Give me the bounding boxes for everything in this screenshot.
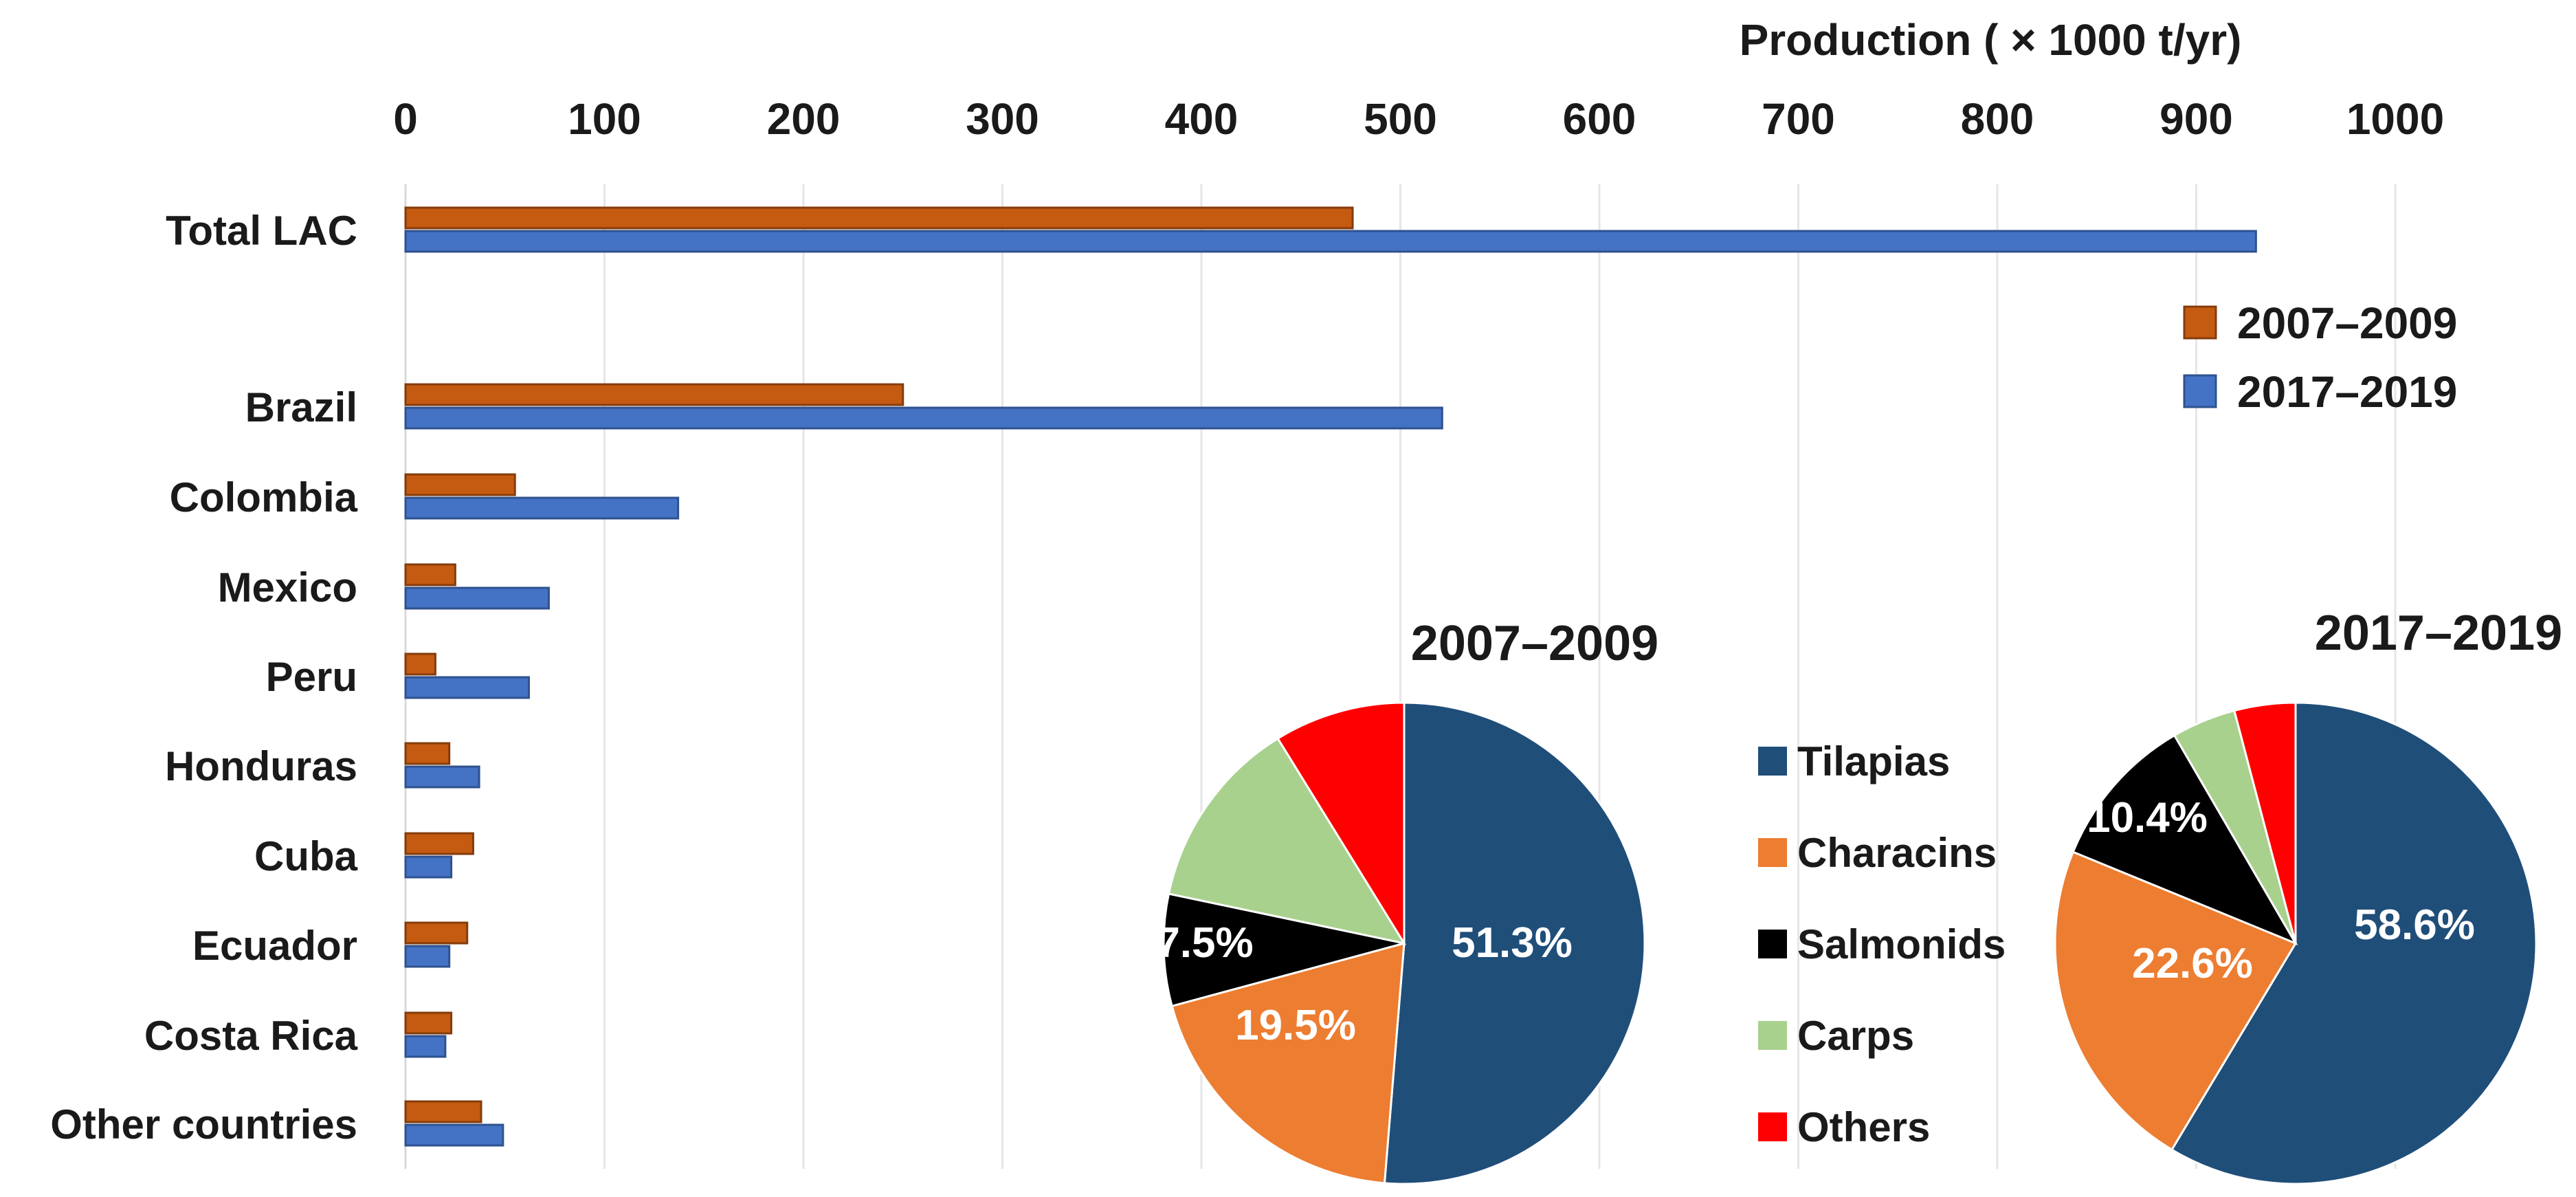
bar-other-countries-2017-2019 xyxy=(404,1123,504,1147)
pie-value-label-salmonids: 7.5% xyxy=(1156,919,1253,967)
pie-chart-2017-2019: 2017–2019 58.6% 22.6% 10.4% xyxy=(2054,606,2562,1185)
pie-legend-label-characins: Characins xyxy=(1797,830,1997,876)
category-label-mexico: Mexico xyxy=(218,564,357,611)
x-tick-label: 300 xyxy=(966,94,1039,144)
pie-slice-others xyxy=(1276,701,1406,947)
category-label-peru: Peru xyxy=(266,654,357,700)
bar-ecuador-2007-2009 xyxy=(404,921,469,945)
bar-honduras-2017-2019 xyxy=(404,765,480,789)
bar-peru-2017-2019 xyxy=(404,676,530,699)
bar-costa-rica-2017-2019 xyxy=(404,1035,447,1058)
pie-legend-label-salmonids: Salmonids xyxy=(1797,921,2006,967)
pie-slice-tilapias xyxy=(1383,701,1646,1185)
pie-slice-carps xyxy=(1167,737,1407,945)
bar-brazil-2007-2009 xyxy=(404,383,904,406)
pie-value-label-salmonids: 10.4% xyxy=(2087,794,2208,842)
bar-honduras-2007-2009 xyxy=(404,742,451,765)
pie-legend-swatch-tilapias xyxy=(1758,747,1787,776)
category-label-other-countries: Other countries xyxy=(50,1101,357,1147)
pie-value-label-tilapias: 58.6% xyxy=(2354,901,2475,949)
legend-swatch-2017-2019 xyxy=(2183,374,2217,408)
bar-other-countries-2007-2009 xyxy=(404,1100,482,1123)
bar-colombia-2007-2009 xyxy=(404,473,516,496)
x-tick-label: 1000 xyxy=(2346,94,2444,144)
bar-peru-2007-2009 xyxy=(404,652,436,676)
bar-colombia-2017-2019 xyxy=(404,496,680,520)
legend-swatch-2007-2009 xyxy=(2183,305,2217,340)
pie-slice-tilapias xyxy=(2170,701,2538,1185)
pie-slice-others xyxy=(2232,701,2297,944)
x-tick-label: 800 xyxy=(1961,94,2034,144)
bar-mexico-2017-2019 xyxy=(404,586,550,610)
x-tick-label: 200 xyxy=(767,94,841,144)
pie-title: 2007–2009 xyxy=(1411,616,1658,671)
category-label-honduras: Honduras xyxy=(165,743,357,789)
bar-legend: 2007–2009 2017–2019 xyxy=(2183,298,2457,417)
bar-brazil-2017-2019 xyxy=(404,406,1443,430)
legend-label-2007-2009: 2007–2009 xyxy=(2237,298,2457,348)
category-label-total-lac: Total LAC xyxy=(166,208,357,254)
x-tick-label: 0 xyxy=(393,94,418,144)
bar-total-lac-2007-2009 xyxy=(404,206,1354,230)
bar-cuba-2017-2019 xyxy=(404,855,453,879)
bar-total-lac-2017-2019 xyxy=(404,230,2257,253)
pie-slice-characins xyxy=(1170,941,1406,1185)
x-tick-label: 900 xyxy=(2159,94,2233,144)
pie-legend-swatch-salmonids xyxy=(1758,930,1787,958)
category-label-brazil: Brazil xyxy=(245,384,357,430)
pie-legend-label-tilapias: Tilapias xyxy=(1797,738,1950,784)
x-tick-label: 500 xyxy=(1364,94,1437,144)
bar-mexico-2007-2009 xyxy=(404,563,456,586)
pie-value-label-characins: 22.6% xyxy=(2132,940,2253,987)
pie-legend-swatch-others xyxy=(1758,1112,1787,1141)
pie-slice-salmonids xyxy=(2072,734,2298,946)
pie-chart-2007-2009: 2007–2009 51.3% 19.5% 7.5% xyxy=(1156,616,1658,1185)
pie-slice-characins xyxy=(2054,850,2298,1152)
pie-value-label-characins: 19.5% xyxy=(1235,1002,1356,1049)
category-label-cuba: Cuba xyxy=(254,833,358,879)
x-axis-title: Production ( × 1000 t/yr) xyxy=(1740,15,2242,65)
x-tick-label: 100 xyxy=(568,94,641,144)
category-label-colombia: Colombia xyxy=(170,474,358,520)
bar-chart: 0 100 200 300 400 500 600 700 800 900 1000 Total LA… xyxy=(50,94,2444,1169)
category-label-costa-rica: Costa Rica xyxy=(144,1013,358,1059)
pie-legend-label-others: Others xyxy=(1797,1104,1930,1150)
x-tick-label: 600 xyxy=(1563,94,1636,144)
pie-legend-label-carps: Carps xyxy=(1797,1013,1914,1059)
legend-label-2017-2019: 2017–2019 xyxy=(2237,367,2457,417)
bar-costa-rica-2007-2009 xyxy=(404,1011,453,1035)
x-tick-label: 700 xyxy=(1762,94,1835,144)
pie-legend: Tilapias Characins Salmonids Carps Others xyxy=(1758,738,2006,1150)
bar-ecuador-2017-2019 xyxy=(404,945,451,968)
pie-value-label-tilapias: 51.3% xyxy=(1452,919,1573,967)
pie-title: 2017–2019 xyxy=(2315,606,2562,661)
category-label-ecuador: Ecuador xyxy=(192,923,357,969)
pie-slice-salmonids xyxy=(1162,892,1405,1008)
pie-legend-swatch-carps xyxy=(1758,1021,1787,1050)
x-tick-label: 400 xyxy=(1165,94,1239,144)
bar-cuba-2007-2009 xyxy=(404,832,474,855)
pie-legend-swatch-characins xyxy=(1758,838,1787,867)
